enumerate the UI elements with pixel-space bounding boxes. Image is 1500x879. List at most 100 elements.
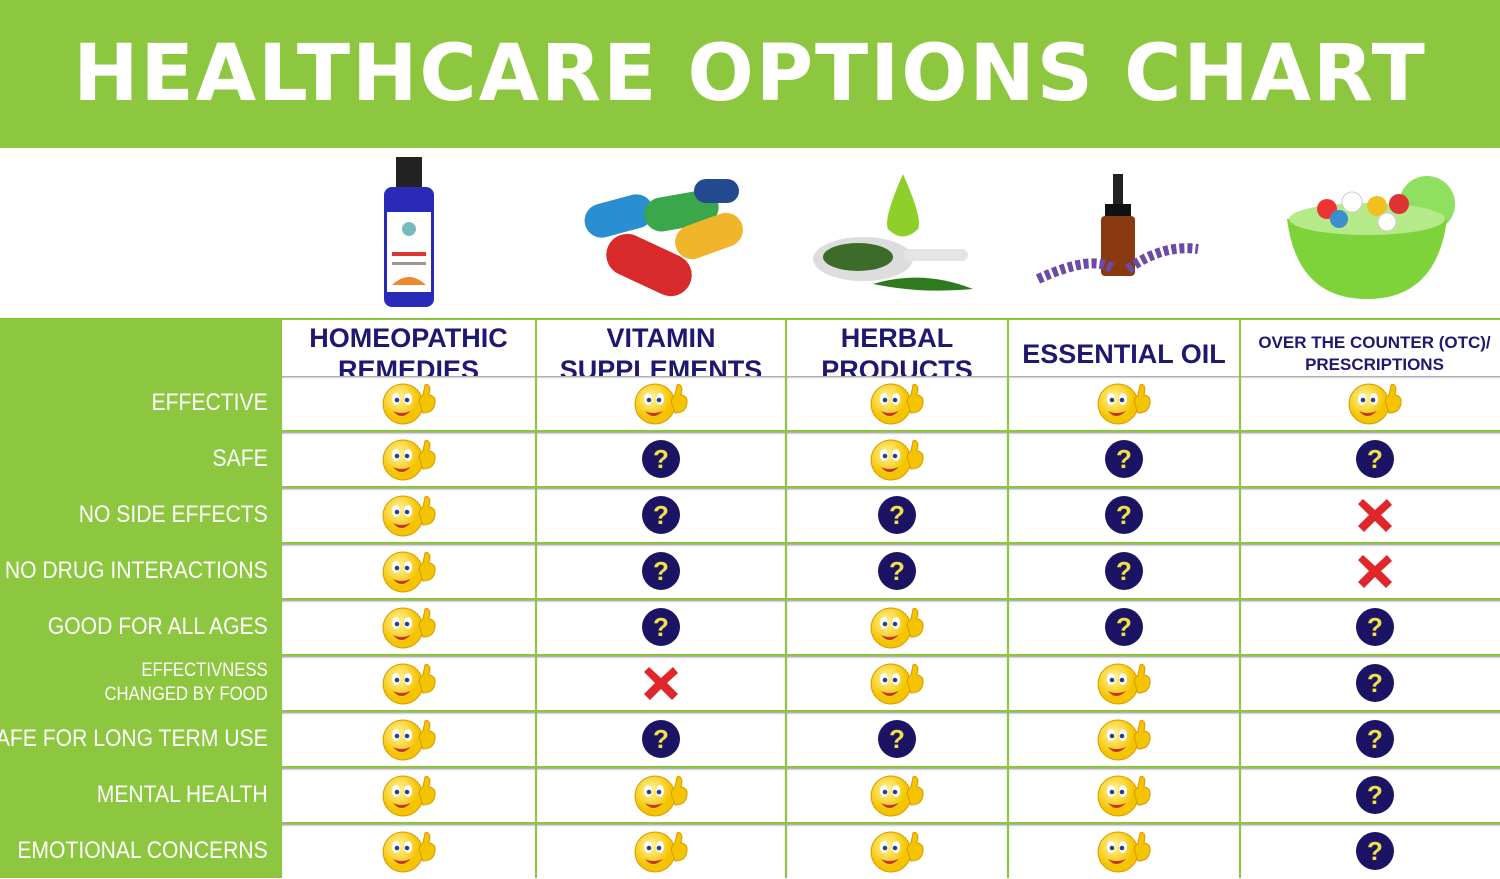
row-label: MENTAL HEALTH	[33, 768, 280, 822]
question-mark-icon: ?	[1104, 439, 1144, 479]
svg-text:?: ?	[653, 444, 669, 474]
thumbs-up-smiley-icon	[631, 773, 691, 817]
table-cell	[282, 544, 535, 598]
thumbs-up-smiley-icon	[379, 549, 439, 593]
comparison-table: HOMEOPATHIC REMEDIES VITAMIN SUPPLEMENTS H…	[0, 318, 1500, 878]
red-x-icon	[641, 663, 681, 703]
red-x-icon	[1355, 495, 1395, 535]
table-cell: ?	[537, 544, 785, 598]
thumbs-up-smiley-icon	[1094, 381, 1154, 425]
row-label: SAFE FOR LONG TERM USE	[0, 712, 280, 766]
question-mark-icon: ?	[877, 495, 917, 535]
svg-text:?: ?	[1116, 612, 1132, 642]
table-cell	[1241, 544, 1500, 598]
question-mark-icon: ?	[877, 551, 917, 591]
table-cell: ?	[787, 488, 1007, 542]
svg-text:?: ?	[1367, 668, 1383, 698]
table-cell: ?	[1009, 432, 1239, 486]
table-cell: ?	[1009, 600, 1239, 654]
question-mark-icon: ?	[1355, 663, 1395, 703]
table-cell: ?	[537, 488, 785, 542]
question-mark-icon: ?	[641, 551, 681, 591]
table-cell: ?	[787, 712, 1007, 766]
thumbs-up-smiley-icon	[631, 829, 691, 873]
thumbs-up-smiley-icon	[1094, 717, 1154, 761]
thumbs-up-smiley-icon	[379, 717, 439, 761]
table-cell	[282, 488, 535, 542]
column-images	[282, 150, 1500, 318]
question-mark-icon: ?	[1355, 719, 1395, 759]
table-cell	[537, 824, 785, 878]
question-mark-icon: ?	[1355, 439, 1395, 479]
thumbs-up-smiley-icon	[379, 605, 439, 649]
table-cell	[1009, 656, 1239, 710]
table-cell: ?	[1241, 768, 1500, 822]
thumbs-up-smiley-icon	[867, 829, 927, 873]
svg-text:?: ?	[653, 612, 669, 642]
question-mark-icon: ?	[641, 439, 681, 479]
table-cell: ?	[537, 600, 785, 654]
svg-text:?: ?	[1367, 724, 1383, 754]
table-cell	[282, 712, 535, 766]
table-cell: ?	[1241, 712, 1500, 766]
essential-oil-dropper-image	[1003, 150, 1233, 318]
thumbs-up-smiley-icon	[379, 661, 439, 705]
svg-text:?: ?	[1367, 836, 1383, 866]
table-cell: ?	[537, 712, 785, 766]
red-x-icon	[1355, 551, 1395, 591]
table-cell: ?	[1009, 544, 1239, 598]
svg-text:?: ?	[653, 556, 669, 586]
table-cell	[1009, 824, 1239, 878]
row-label: NO DRUG INTERACTIONS	[5, 544, 280, 598]
table-cell: ?	[1009, 488, 1239, 542]
pill-bowl-image	[1233, 150, 1500, 318]
thumbs-up-smiley-icon	[867, 437, 927, 481]
table-cell	[1009, 376, 1239, 430]
table-cell	[787, 376, 1007, 430]
row-label: EFFECTIVNESS CHANGED BY FOOD	[33, 656, 280, 710]
svg-text:?: ?	[1116, 556, 1132, 586]
table-cell	[1241, 376, 1500, 430]
question-mark-icon: ?	[1104, 607, 1144, 647]
thumbs-up-smiley-icon	[1345, 381, 1405, 425]
thumbs-up-smiley-icon	[867, 381, 927, 425]
title-banner: HEALTHCARE OPTIONS CHART	[0, 0, 1500, 148]
homeopathic-bottle-image	[282, 150, 535, 318]
table-cell: ?	[1241, 656, 1500, 710]
table-cell: ?	[1241, 600, 1500, 654]
svg-text:?: ?	[653, 500, 669, 530]
table-cell	[282, 432, 535, 486]
table-cell	[537, 656, 785, 710]
question-mark-icon: ?	[1104, 495, 1144, 535]
svg-text:?: ?	[889, 724, 905, 754]
thumbs-up-smiley-icon	[379, 493, 439, 537]
svg-text:?: ?	[889, 500, 905, 530]
thumbs-up-smiley-icon	[379, 381, 439, 425]
thumbs-up-smiley-icon	[867, 661, 927, 705]
question-mark-icon: ?	[641, 719, 681, 759]
table-cell	[537, 768, 785, 822]
table-cell	[787, 768, 1007, 822]
question-mark-icon: ?	[1355, 607, 1395, 647]
svg-text:?: ?	[1116, 500, 1132, 530]
row-label: EFFECTIVE	[33, 376, 280, 430]
thumbs-up-smiley-icon	[867, 605, 927, 649]
question-mark-icon: ?	[1104, 551, 1144, 591]
table-cell	[787, 600, 1007, 654]
table-cell: ?	[1241, 432, 1500, 486]
table-cell	[282, 376, 535, 430]
table-cell	[787, 656, 1007, 710]
table-cell: ?	[1241, 824, 1500, 878]
svg-text:?: ?	[1367, 612, 1383, 642]
thumbs-up-smiley-icon	[1094, 829, 1154, 873]
row-label: EMOTIONAL CONCERNS	[17, 824, 280, 878]
vitamin-capsules-image	[535, 150, 783, 318]
table-cell	[787, 824, 1007, 878]
table-cell	[1009, 712, 1239, 766]
svg-text:?: ?	[653, 724, 669, 754]
row-label: GOOD FOR ALL AGES	[33, 600, 280, 654]
svg-text:?: ?	[1367, 780, 1383, 810]
question-mark-icon: ?	[1355, 831, 1395, 871]
table-cell	[787, 432, 1007, 486]
svg-text:?: ?	[1116, 444, 1132, 474]
